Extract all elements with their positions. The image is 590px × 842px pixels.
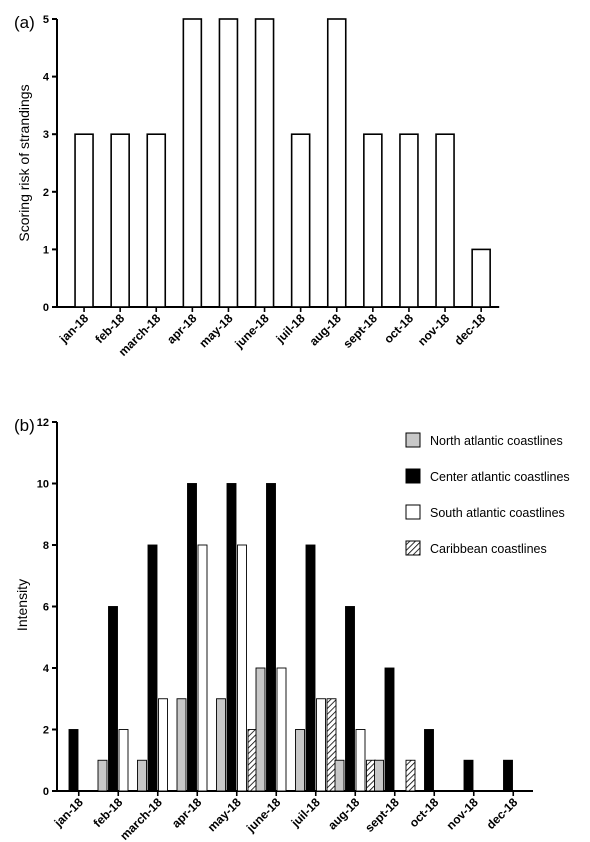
chart-b-bar bbox=[147, 544, 158, 792]
chart-a-y-tick-label: 5 bbox=[43, 14, 49, 26]
chart-b-legend: North atlantic coastlines Center atlantic… bbox=[405, 432, 570, 556]
chart-b-bar bbox=[216, 698, 226, 792]
chart-a-bar bbox=[399, 133, 419, 308]
chart-b-y-tick-label: 2 bbox=[43, 725, 49, 737]
chart-b-bar bbox=[226, 483, 237, 792]
chart-b-bar bbox=[197, 544, 208, 792]
chart-b-y-axis-label: Intensity bbox=[14, 579, 30, 631]
chart-a-bar bbox=[182, 18, 203, 308]
chart-a-panel-label: (a) bbox=[14, 13, 35, 32]
legend-label: South atlantic coastlines bbox=[430, 506, 565, 520]
chart-b-x-tick-label: aug-18 bbox=[325, 795, 362, 832]
chart-a-bar bbox=[435, 133, 455, 308]
chart-a-bar bbox=[471, 248, 491, 308]
chart-b-bar bbox=[176, 698, 187, 792]
chart-a-bar bbox=[254, 18, 275, 308]
chart-b-x-tick-label: jan-18 bbox=[51, 795, 86, 830]
chart-b: (b) Intensity North atlantic coastlines C… bbox=[14, 416, 570, 842]
chart-a-bar bbox=[290, 133, 311, 308]
chart-b-y-tick-label: 12 bbox=[37, 417, 49, 429]
chart-b-bar bbox=[334, 759, 345, 792]
chart-a-bar bbox=[326, 18, 347, 308]
chart-b-bar bbox=[187, 483, 197, 792]
legend-swatch bbox=[405, 504, 421, 520]
chart-b-x-tick-label: apr-18 bbox=[169, 795, 205, 831]
chart-b-x-tick-label: oct-18 bbox=[406, 795, 441, 830]
chart-a-bar bbox=[146, 133, 167, 308]
chart-b-y-tick-label: 10 bbox=[37, 479, 49, 491]
chart-b-bar bbox=[374, 759, 384, 792]
chart-b-x-tick-label: feb-18 bbox=[90, 795, 125, 830]
chart-a: (a) Scoring risk of strandings 0 1 2 3 4 5 jan… bbox=[14, 13, 500, 359]
chart-b-bar bbox=[463, 759, 474, 792]
chart-b-bar bbox=[266, 483, 276, 792]
chart-a-x-tick-label: june-18 bbox=[231, 311, 272, 352]
chart-b-bar bbox=[345, 606, 355, 792]
chart-a-y-tick-label: 2 bbox=[43, 187, 49, 199]
chart-a-x-tick-label: sept-18 bbox=[340, 311, 380, 351]
chart-a-x-tick-label: juil-18 bbox=[273, 311, 308, 346]
chart-a-x-tick-label: dec-18 bbox=[451, 311, 488, 348]
chart-a-x-tick-label: feb-18 bbox=[92, 311, 127, 346]
chart-b-bar bbox=[276, 667, 287, 792]
legend-swatch bbox=[405, 432, 421, 448]
chart-b-y-tick-label: 0 bbox=[43, 786, 49, 798]
chart-b-bar bbox=[424, 729, 434, 792]
chart-b-y-tick-label: 6 bbox=[43, 602, 49, 614]
chart-b-x-tick-label: march-18 bbox=[117, 795, 165, 842]
chart-b-bar bbox=[108, 606, 118, 792]
chart-b-x-tick-label: may-18 bbox=[205, 795, 244, 834]
chart-b-panel-label: (b) bbox=[14, 416, 35, 435]
chart-b-x-tick-label: dec-18 bbox=[484, 795, 521, 832]
chart-b-x-tick-label: june-18 bbox=[243, 795, 284, 836]
chart-b-y-tick-label: 4 bbox=[43, 663, 50, 675]
chart-b-bar bbox=[326, 698, 337, 792]
chart-a-x-tick-label: jan-18 bbox=[56, 311, 91, 346]
chart-b-bar bbox=[237, 544, 247, 792]
legend-swatch bbox=[405, 468, 421, 484]
chart-b-bar bbox=[295, 729, 305, 792]
chart-a-x-tick-label: nov-18 bbox=[415, 311, 452, 348]
chart-a-y-tick-label: 4 bbox=[43, 72, 50, 84]
chart-a-bar bbox=[363, 133, 383, 308]
chart-b-bar bbox=[305, 544, 316, 792]
legend-label: Center atlantic coastlines bbox=[430, 470, 570, 484]
legend-label: Caribbean coastlines bbox=[430, 542, 547, 556]
chart-a-x-tick-label: aug-18 bbox=[307, 311, 344, 348]
chart-a-y-tick-label: 1 bbox=[43, 244, 49, 256]
chart-a-x-tick-label: oct-18 bbox=[381, 311, 416, 346]
chart-b-x-tick-label: sept-18 bbox=[362, 795, 402, 835]
chart-a-y-tick-label: 3 bbox=[43, 129, 49, 141]
chart-b-bar bbox=[503, 759, 513, 792]
chart-a-bar bbox=[110, 133, 130, 308]
chart-b-bar bbox=[68, 729, 79, 792]
chart-b-bar bbox=[384, 667, 395, 792]
legend-label: North atlantic coastlines bbox=[430, 434, 563, 448]
chart-a-bar bbox=[74, 133, 94, 308]
chart-b-bar bbox=[158, 698, 168, 792]
chart-a-bar bbox=[218, 18, 239, 308]
chart-b-bar bbox=[255, 667, 266, 792]
chart-b-x-tick-label: juil-18 bbox=[288, 795, 323, 830]
chart-b-bar bbox=[97, 759, 108, 792]
chart-a-y-tick-label: 0 bbox=[43, 302, 49, 314]
legend-swatch bbox=[405, 540, 421, 556]
chart-b-bar bbox=[316, 698, 326, 792]
chart-b-bar bbox=[405, 759, 416, 792]
chart-a-x-tick-label: apr-18 bbox=[164, 311, 200, 347]
chart-b-bar bbox=[118, 729, 129, 792]
chart-b-y-tick-label: 8 bbox=[43, 540, 49, 552]
chart-b-bar bbox=[355, 729, 366, 792]
chart-a-y-axis-label: Scoring risk of strandings bbox=[16, 84, 32, 241]
chart-b-x-tick-label: nov-18 bbox=[444, 795, 481, 832]
chart-a-x-tick-label: may-18 bbox=[196, 311, 235, 350]
chart-b-bar bbox=[137, 759, 147, 792]
